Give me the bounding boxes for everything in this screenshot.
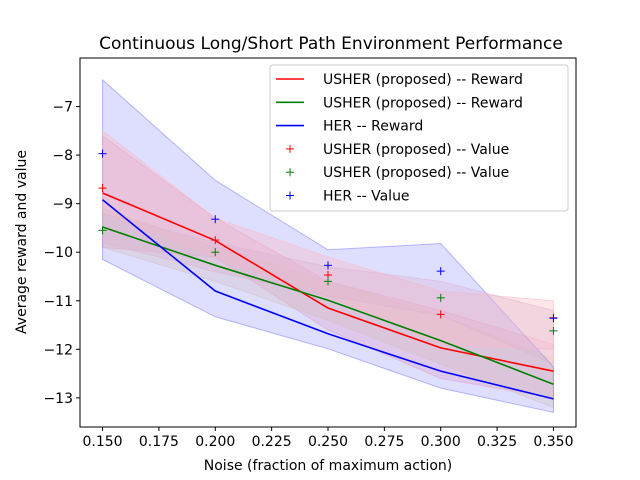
marker-series-4-point-1 [211, 248, 220, 257]
legend-label-1: USHER (proposed) -- Reward [323, 95, 523, 111]
marker-series-5-point-2 [324, 261, 332, 270]
marker-series-5-point-4 [549, 314, 558, 323]
y-tick-label: −11 [43, 294, 73, 310]
x-tick-label: 0.275 [364, 434, 404, 450]
x-tick-label: 0.225 [252, 434, 292, 450]
marker-series-4-point-4 [549, 326, 558, 335]
line-series-1 [102, 226, 554, 386]
x-tick-label: 0.175 [139, 434, 179, 450]
legend-marker-4 [286, 168, 294, 177]
legend-label-2: HER -- Reward [323, 119, 423, 135]
y-tick-label: −10 [43, 245, 73, 261]
marker-series-5-point-3 [436, 267, 445, 276]
x-tick-label: 0.325 [477, 434, 517, 450]
x-tick-label: 0.200 [195, 434, 235, 450]
legend-label-0: USHER (proposed) -- Reward [323, 72, 523, 88]
y-tick-label: −12 [43, 342, 73, 358]
legend-marker-5 [286, 191, 294, 200]
marker-series-5-point-1 [211, 215, 220, 224]
y-tick-label: −8 [52, 148, 73, 164]
y-tick-label: −13 [43, 391, 73, 407]
legend-label-3: USHER (proposed) -- Value [323, 142, 509, 158]
marker-series-3-point-1 [211, 236, 220, 245]
marker-series-3-point-3 [436, 310, 445, 319]
marker-series-4-point-0 [98, 226, 107, 235]
legend-label-5: HER -- Value [323, 189, 410, 205]
y-tick-label: −7 [52, 100, 73, 116]
series-lines [102, 192, 554, 400]
y-axis-label: Average reward and value [14, 150, 30, 334]
y-tick-label: −9 [52, 197, 73, 213]
marker-series-4-point-3 [436, 293, 445, 302]
line-series-2 [102, 199, 554, 400]
y-axis: −13 −12 −11 −10 −9 −8 −7 [43, 100, 80, 407]
band-series-2 [102, 78, 554, 414]
series-markers [98, 149, 558, 335]
x-tick-label: 0.250 [308, 434, 348, 450]
marker-series-3-point-0 [98, 184, 107, 193]
marker-series-5-point-0 [98, 149, 107, 158]
x-axis: 0.150 0.175 0.200 0.225 0.250 0.275 0.300 0.325… [82, 427, 574, 450]
x-tick-label: 0.350 [533, 434, 573, 450]
x-axis-label: Noise (fraction of maximum action) [204, 458, 452, 474]
chart-title: Continuous Long/Short Path Environment P… [99, 34, 563, 54]
x-tick-label: 0.300 [421, 434, 461, 450]
legend-label-4: USHER (proposed) -- Value [323, 165, 509, 181]
marker-series-4-point-2 [324, 277, 332, 286]
legend-marker-3 [286, 144, 294, 153]
x-tick-label: 0.150 [82, 434, 122, 450]
legend: USHER (proposed) -- Reward USHER (propose… [269, 64, 569, 212]
legend-box [269, 64, 569, 212]
